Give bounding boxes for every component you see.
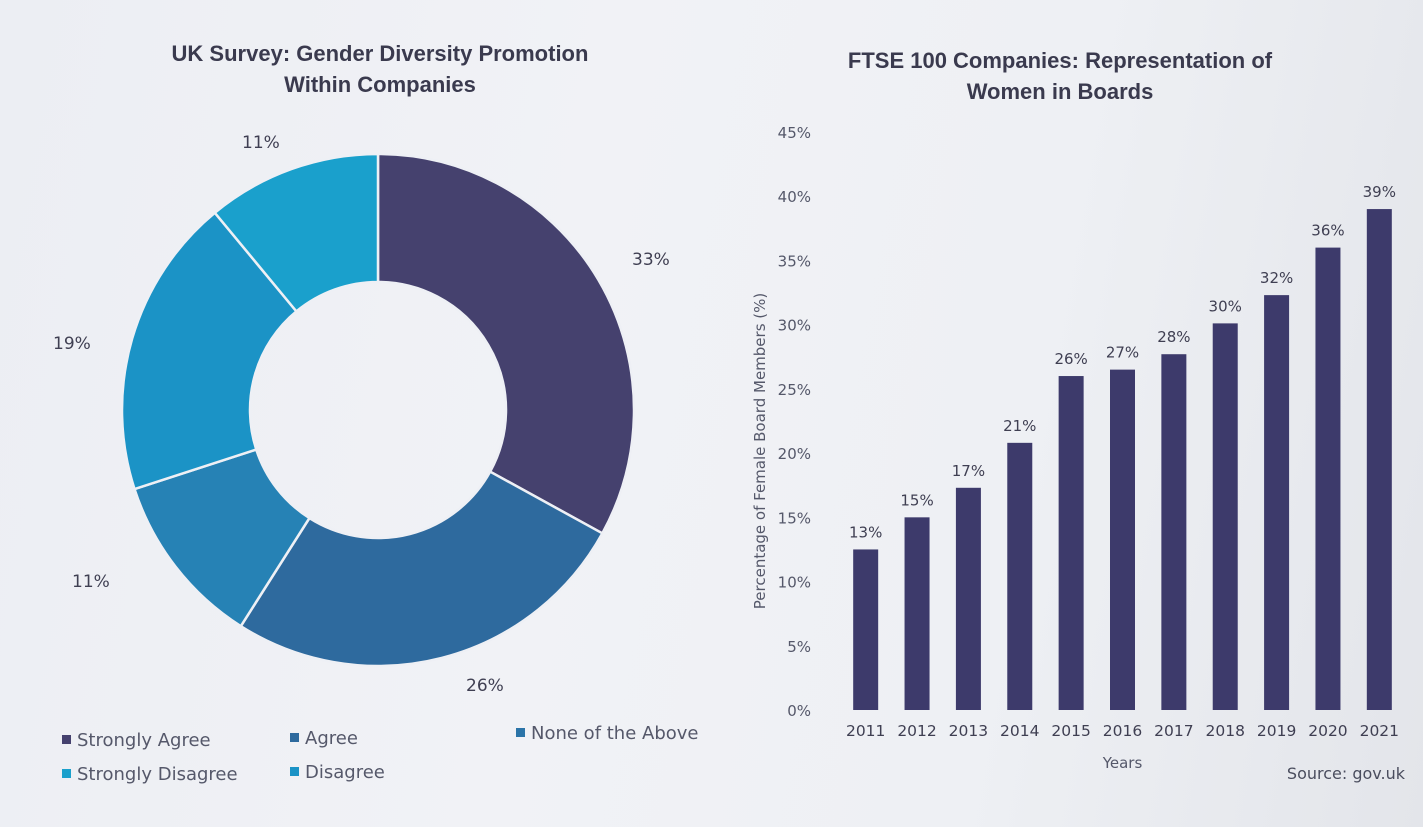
- bar-value-label: 30%: [1209, 297, 1242, 315]
- legend-swatch: [516, 727, 525, 737]
- y-tick-label: 25%: [778, 381, 811, 399]
- x-tick-label: 2012: [897, 722, 936, 740]
- bar-value-label: 36%: [1311, 222, 1344, 240]
- bar-chart-title: FTSE 100 Companies: Representation of Wo…: [780, 45, 1340, 107]
- bar-2018: [1212, 323, 1238, 710]
- bar-value-label: 17%: [952, 462, 985, 480]
- bar-2015: [1058, 376, 1084, 710]
- legend-swatch: [62, 734, 71, 744]
- donut-title-line-1: UK Survey: Gender Diversity Promotion: [171, 41, 589, 66]
- bar-value-label: 39%: [1363, 183, 1396, 201]
- bar-2019: [1264, 295, 1290, 710]
- slice-label-strongly-disagree: 19%: [53, 334, 91, 354]
- donut-slice-strongly-agree: [376, 152, 636, 536]
- donut-title-line-2: Within Companies: [284, 72, 476, 97]
- slice-label-disagree: 11%: [72, 572, 110, 592]
- bar-value-label: 32%: [1260, 269, 1293, 287]
- x-tick-label: 2013: [949, 722, 988, 740]
- legend-swatch: [62, 768, 71, 778]
- bar-title-line-2: Women in Boards: [966, 79, 1154, 104]
- bar-title-line-1: FTSE 100 Companies: Representation of: [847, 48, 1273, 73]
- legend-item-agree: Agree: [290, 728, 358, 749]
- bar-2012: [904, 517, 930, 710]
- bar-2017: [1161, 354, 1187, 710]
- legend-label: Disagree: [305, 762, 385, 783]
- slice-label-strongly-agree: 33%: [632, 250, 670, 270]
- bar-2011: [853, 549, 879, 710]
- x-tick-label: 2021: [1360, 722, 1399, 740]
- legend-label: Agree: [305, 728, 358, 749]
- donut-chart-title: UK Survey: Gender Diversity Promotion Wi…: [100, 38, 660, 100]
- legend-item-strongly-disagree: Strongly Disagree: [62, 764, 238, 785]
- slice-label-none-of-the-above: 11%: [242, 133, 280, 153]
- bar-2016: [1110, 369, 1135, 710]
- bar-2021: [1366, 209, 1392, 711]
- legend-item-none-of-the-above: None of the Above: [516, 723, 699, 744]
- legend-item-strongly-agree: Strongly Agree: [62, 730, 211, 751]
- x-tick-label: 2019: [1257, 722, 1296, 740]
- bar-value-label: 28%: [1157, 328, 1190, 346]
- legend-swatch: [290, 732, 299, 742]
- y-tick-label: 40%: [778, 188, 811, 206]
- bar-value-label: 15%: [900, 491, 933, 509]
- donut-slice-agree: [239, 469, 605, 668]
- x-axis-label: Years: [1102, 754, 1143, 772]
- legend-label: Strongly Disagree: [77, 764, 238, 785]
- y-tick-label: 5%: [787, 638, 811, 656]
- donut-slice-none-of-the-above: [213, 152, 380, 314]
- y-tick-label: 15%: [778, 509, 811, 527]
- y-tick-label: 30%: [778, 317, 811, 335]
- bar-value-label: 21%: [1003, 417, 1036, 435]
- x-tick-label: 2020: [1308, 722, 1347, 740]
- y-tick-label: 0%: [787, 702, 811, 720]
- y-tick-label: 45%: [778, 124, 811, 142]
- legend-swatch: [290, 766, 299, 776]
- donut-slice-strongly-disagree: [120, 210, 299, 491]
- x-tick-label: 2017: [1154, 722, 1193, 740]
- bar-value-label: 13%: [849, 523, 882, 541]
- y-tick-label: 10%: [778, 574, 811, 592]
- bar-value-label: 26%: [1054, 350, 1087, 368]
- x-tick-label: 2016: [1103, 722, 1142, 740]
- bar-2020: [1315, 247, 1341, 710]
- bar-2013: [955, 487, 981, 710]
- bar-chart: 0% 5% 10% 15% 20% 25% 30% 35% 40% 45% Percentage o…: [751, 124, 1399, 772]
- source-note: Source: gov.uk: [1286, 764, 1405, 783]
- y-tick-label: 35%: [778, 252, 811, 270]
- y-axis-label: Percentage of Female Board Members (%): [751, 293, 769, 609]
- legend-label: None of the Above: [531, 723, 699, 744]
- y-tick-label: 20%: [778, 445, 811, 463]
- legend-label: Strongly Agree: [77, 730, 211, 751]
- legend-item-disagree: Disagree: [290, 762, 385, 783]
- x-tick-label: 2015: [1051, 722, 1090, 740]
- x-tick-label: 2018: [1206, 722, 1245, 740]
- slice-label-agree: 26%: [466, 676, 504, 696]
- bar-value-label: 27%: [1106, 344, 1139, 362]
- x-tick-label: 2014: [1000, 722, 1039, 740]
- bar-2014: [1007, 442, 1033, 710]
- x-tick-label: 2011: [846, 722, 885, 740]
- donut-chart: [120, 152, 636, 668]
